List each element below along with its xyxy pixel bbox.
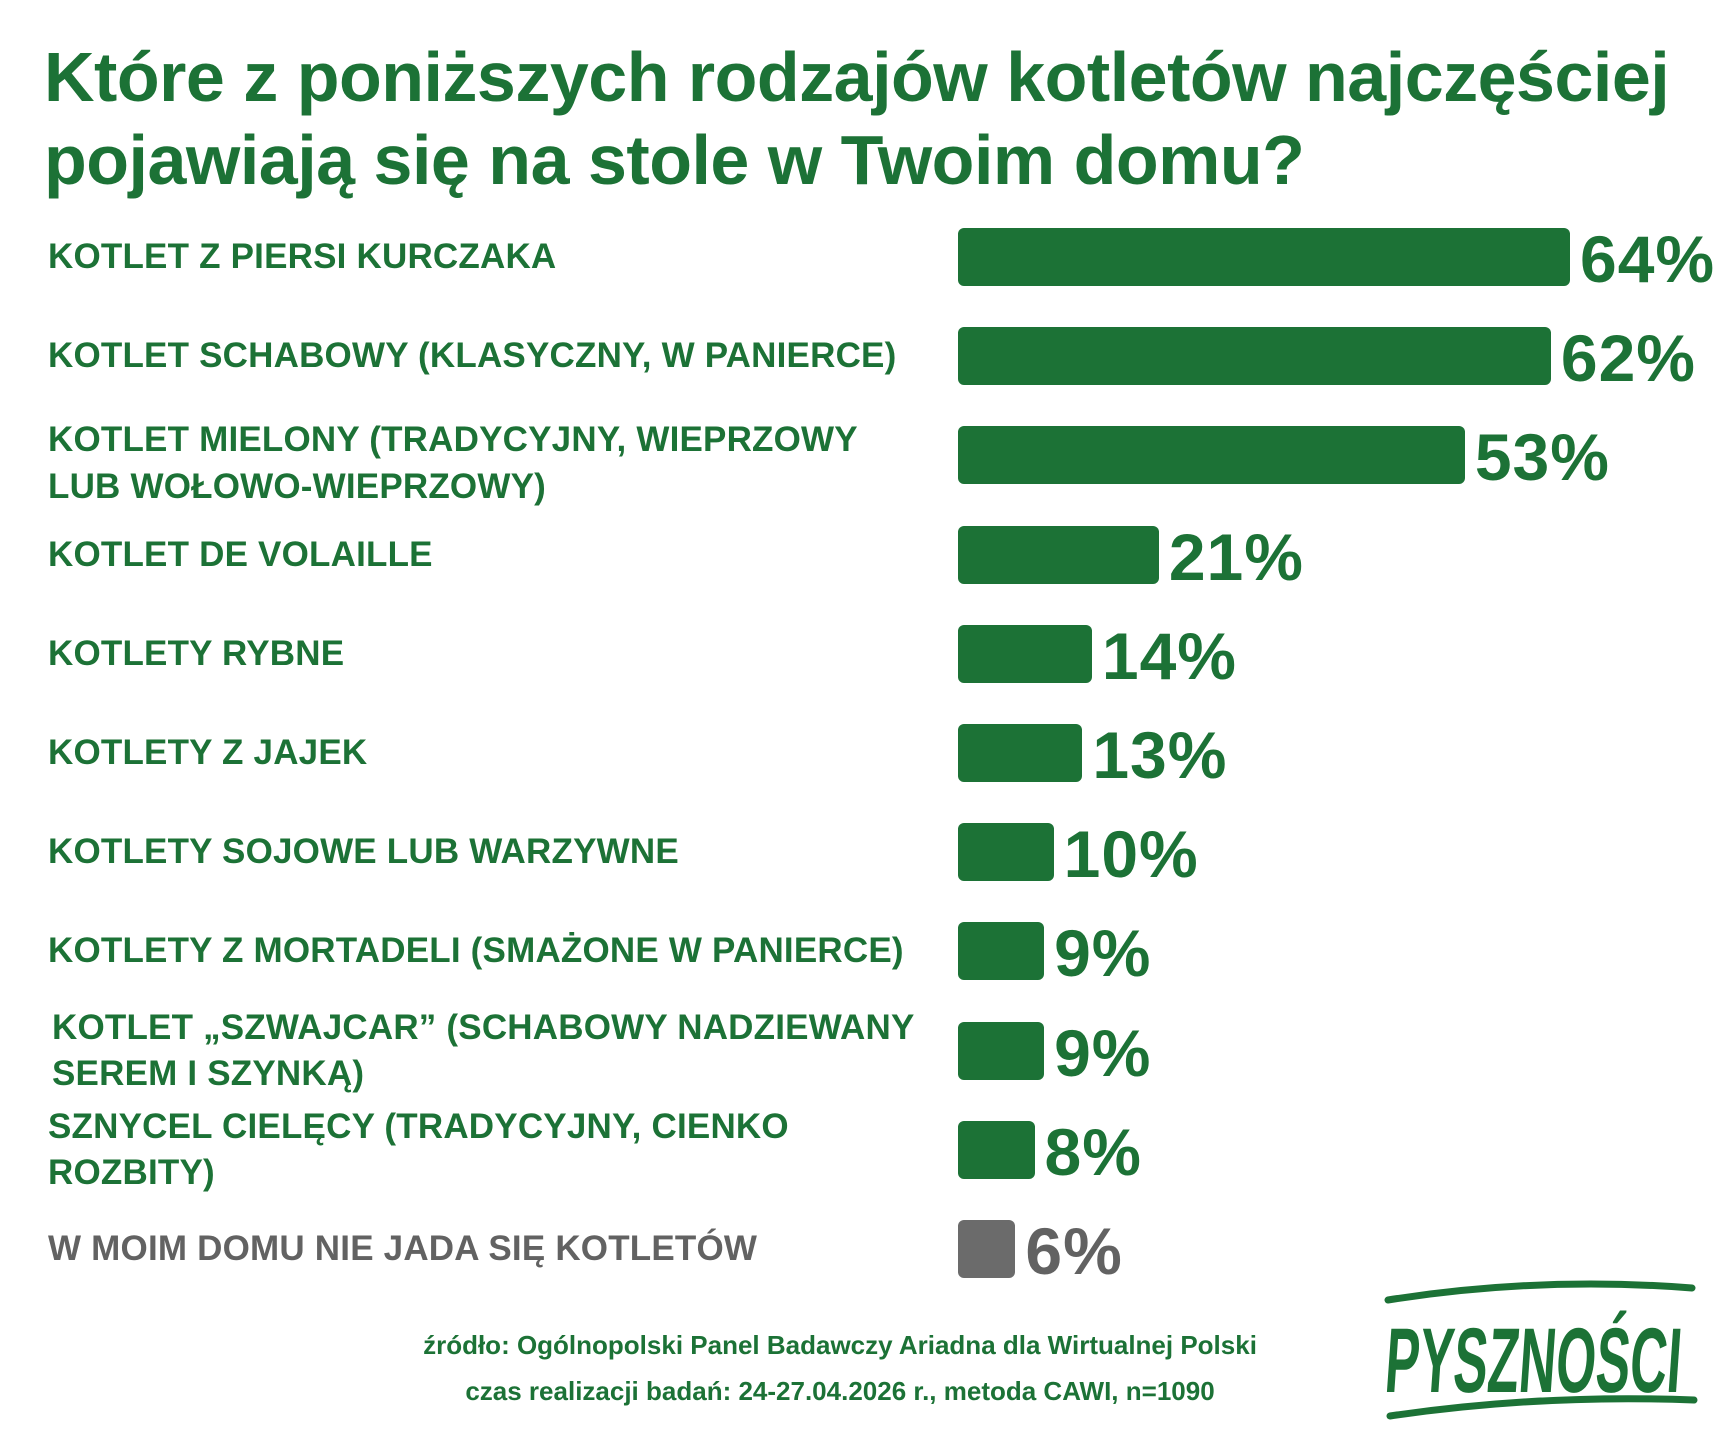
value-label: 10%: [1063, 817, 1199, 892]
value-label: 21%: [1168, 519, 1304, 594]
page-title: Które z poniższych rodzajów kotletów naj…: [44, 38, 1670, 199]
logo-wordmark: PYSZNOŚCI: [1382, 1309, 1685, 1412]
category-label: KOTLETY Z JAJEK: [48, 732, 368, 772]
value-label: 62%: [1560, 321, 1696, 396]
category-label: KOTLET Z PIERSI KURCZAKA: [48, 236, 557, 276]
bar: [958, 525, 1159, 584]
value-label: 9%: [1054, 916, 1152, 991]
category-label: KOTLETY Z MORTADELI (SMAŻONE W PANIERCE): [48, 931, 904, 971]
value-label: 8%: [1044, 1114, 1142, 1189]
bar: [958, 1120, 1035, 1179]
category-label: KOTLETY SOJOWE LUB WARZYWNE: [48, 832, 679, 872]
category-label: KOTLET „SZWAJCAR” (SCHABOWY NADZIEWANY S…: [52, 1007, 914, 1093]
bar: [958, 922, 1045, 981]
category-label: KOTLET DE VOLAILLE: [48, 534, 433, 574]
bar: [958, 228, 1570, 286]
bar: [958, 624, 1092, 683]
source-note: źródło: Ogólnopolski Panel Badawczy Aria…: [423, 1330, 1257, 1360]
bar: [958, 327, 1551, 386]
bar: [958, 1021, 1045, 1080]
category-label: KOTLET MIELONY (TRADYCYJNY, WIEPRZOWY LU…: [48, 420, 858, 506]
bar: [958, 823, 1054, 882]
value-label: 13%: [1092, 718, 1228, 792]
bar: [958, 1220, 1016, 1278]
category-label: KOTLET SCHABOWY (KLASYCZNY, W PANIERCE): [48, 336, 897, 376]
category-label: KOTLETY RYBNE: [48, 633, 345, 673]
value-label: 64%: [1580, 222, 1716, 296]
method-note: czas realizacji badań: 24-27.04.2026 r.,…: [465, 1376, 1215, 1406]
pysznosci-logo: PYSZNOŚCI: [1380, 1270, 1700, 1428]
category-label: W MOIM DOMU NIE JADA SIĘ KOTLETÓW: [48, 1228, 758, 1268]
bar: [958, 426, 1465, 485]
value-label: 6%: [1025, 1214, 1123, 1288]
category-label: SZNYCEL CIELĘCY (TRADYCYJNY, CIENKO ROZB…: [48, 1106, 789, 1192]
value-label: 14%: [1101, 618, 1237, 693]
value-label: 9%: [1054, 1015, 1152, 1090]
bar: [958, 724, 1083, 782]
value-label: 53%: [1474, 420, 1610, 495]
bar-chart: KOTLET Z PIERSI KURCZAKA 64% KOTLET SCHABO…: [48, 222, 1716, 1288]
